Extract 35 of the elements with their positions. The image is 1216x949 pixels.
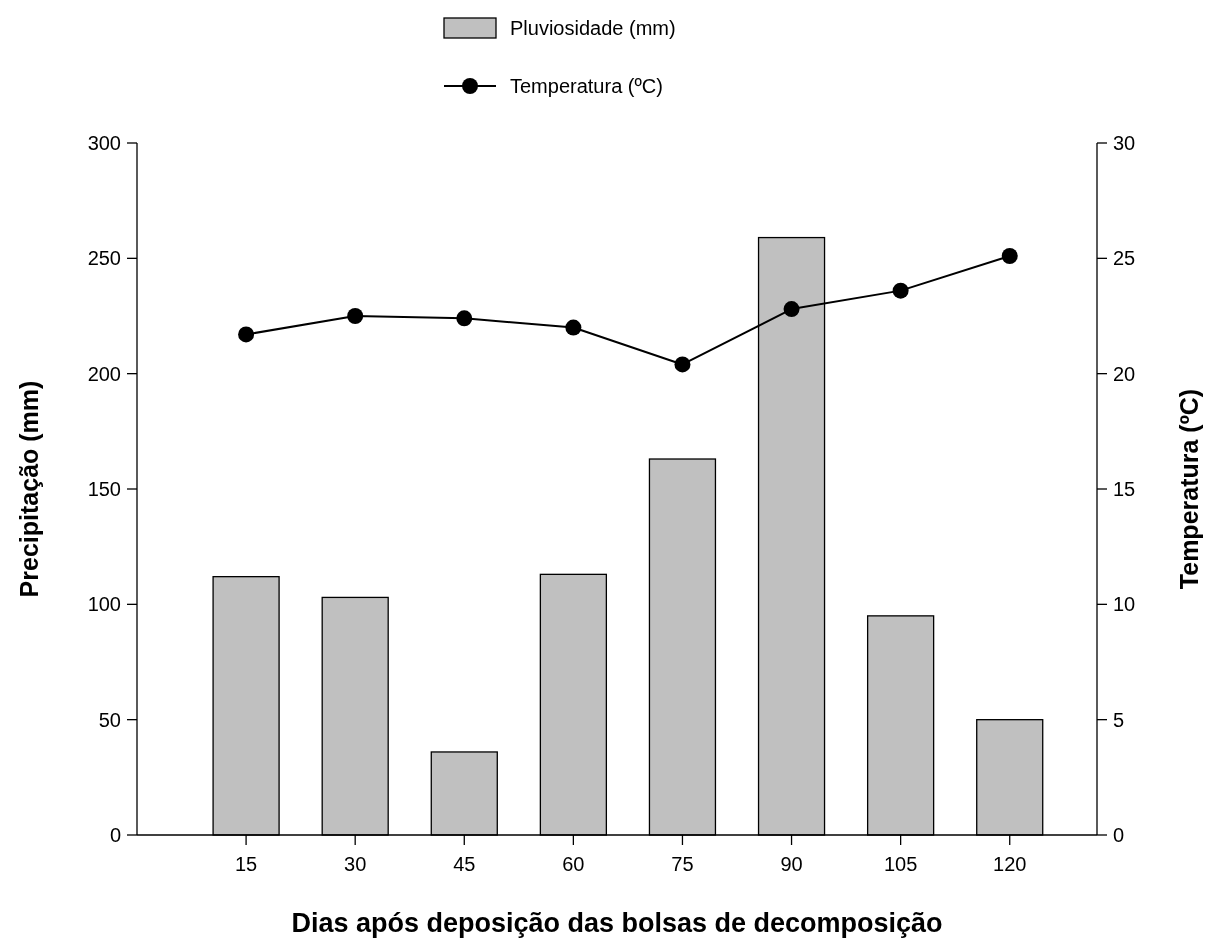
y2-tick-label: 25 — [1113, 247, 1136, 270]
y2-tick-label: 20 — [1113, 362, 1136, 385]
y-axis-title: Precipitação (mm) — [15, 380, 43, 598]
point — [783, 301, 800, 318]
x-tick-label: 60 — [562, 853, 585, 875]
point — [892, 282, 909, 299]
y-tick-label: 100 — [87, 593, 121, 616]
y-tick-label: 200 — [87, 362, 121, 385]
y-tick-label: 150 — [87, 478, 121, 500]
x-tick-label: 105 — [883, 853, 918, 875]
y-tick-label: 300 — [87, 132, 121, 154]
point — [456, 310, 473, 327]
legend-label: Pluviosidade (mm) — [510, 17, 676, 39]
y2-tick-label: 30 — [1113, 132, 1136, 154]
point — [674, 356, 691, 373]
x-tick-label: 90 — [780, 853, 803, 875]
point — [565, 319, 582, 336]
y-tick-label: 0 — [109, 824, 121, 846]
point — [238, 326, 255, 343]
x-tick-label: 15 — [234, 853, 258, 875]
y2-tick-label: 10 — [1113, 593, 1136, 616]
x-tick-label: 120 — [993, 853, 1027, 875]
x-tick-label: 75 — [671, 853, 694, 875]
y-tick-label: 50 — [98, 708, 121, 731]
x-tick-label: 45 — [453, 853, 476, 875]
y-tick-label: 250 — [87, 247, 121, 270]
y2-tick-label: 0 — [1113, 824, 1125, 846]
y2-axis-title: Temperatura (ºC) — [1175, 388, 1203, 590]
x-axis-title: Dias após deposição das bolsas de decomposição — [291, 908, 943, 938]
legend-label: Temperatura (ºC) — [510, 75, 663, 97]
point — [347, 308, 364, 324]
y2-tick-label: 5 — [1113, 708, 1125, 731]
y2-tick-label: 15 — [1113, 478, 1136, 500]
point — [1001, 248, 1018, 265]
x-tick-label: 30 — [344, 853, 367, 875]
